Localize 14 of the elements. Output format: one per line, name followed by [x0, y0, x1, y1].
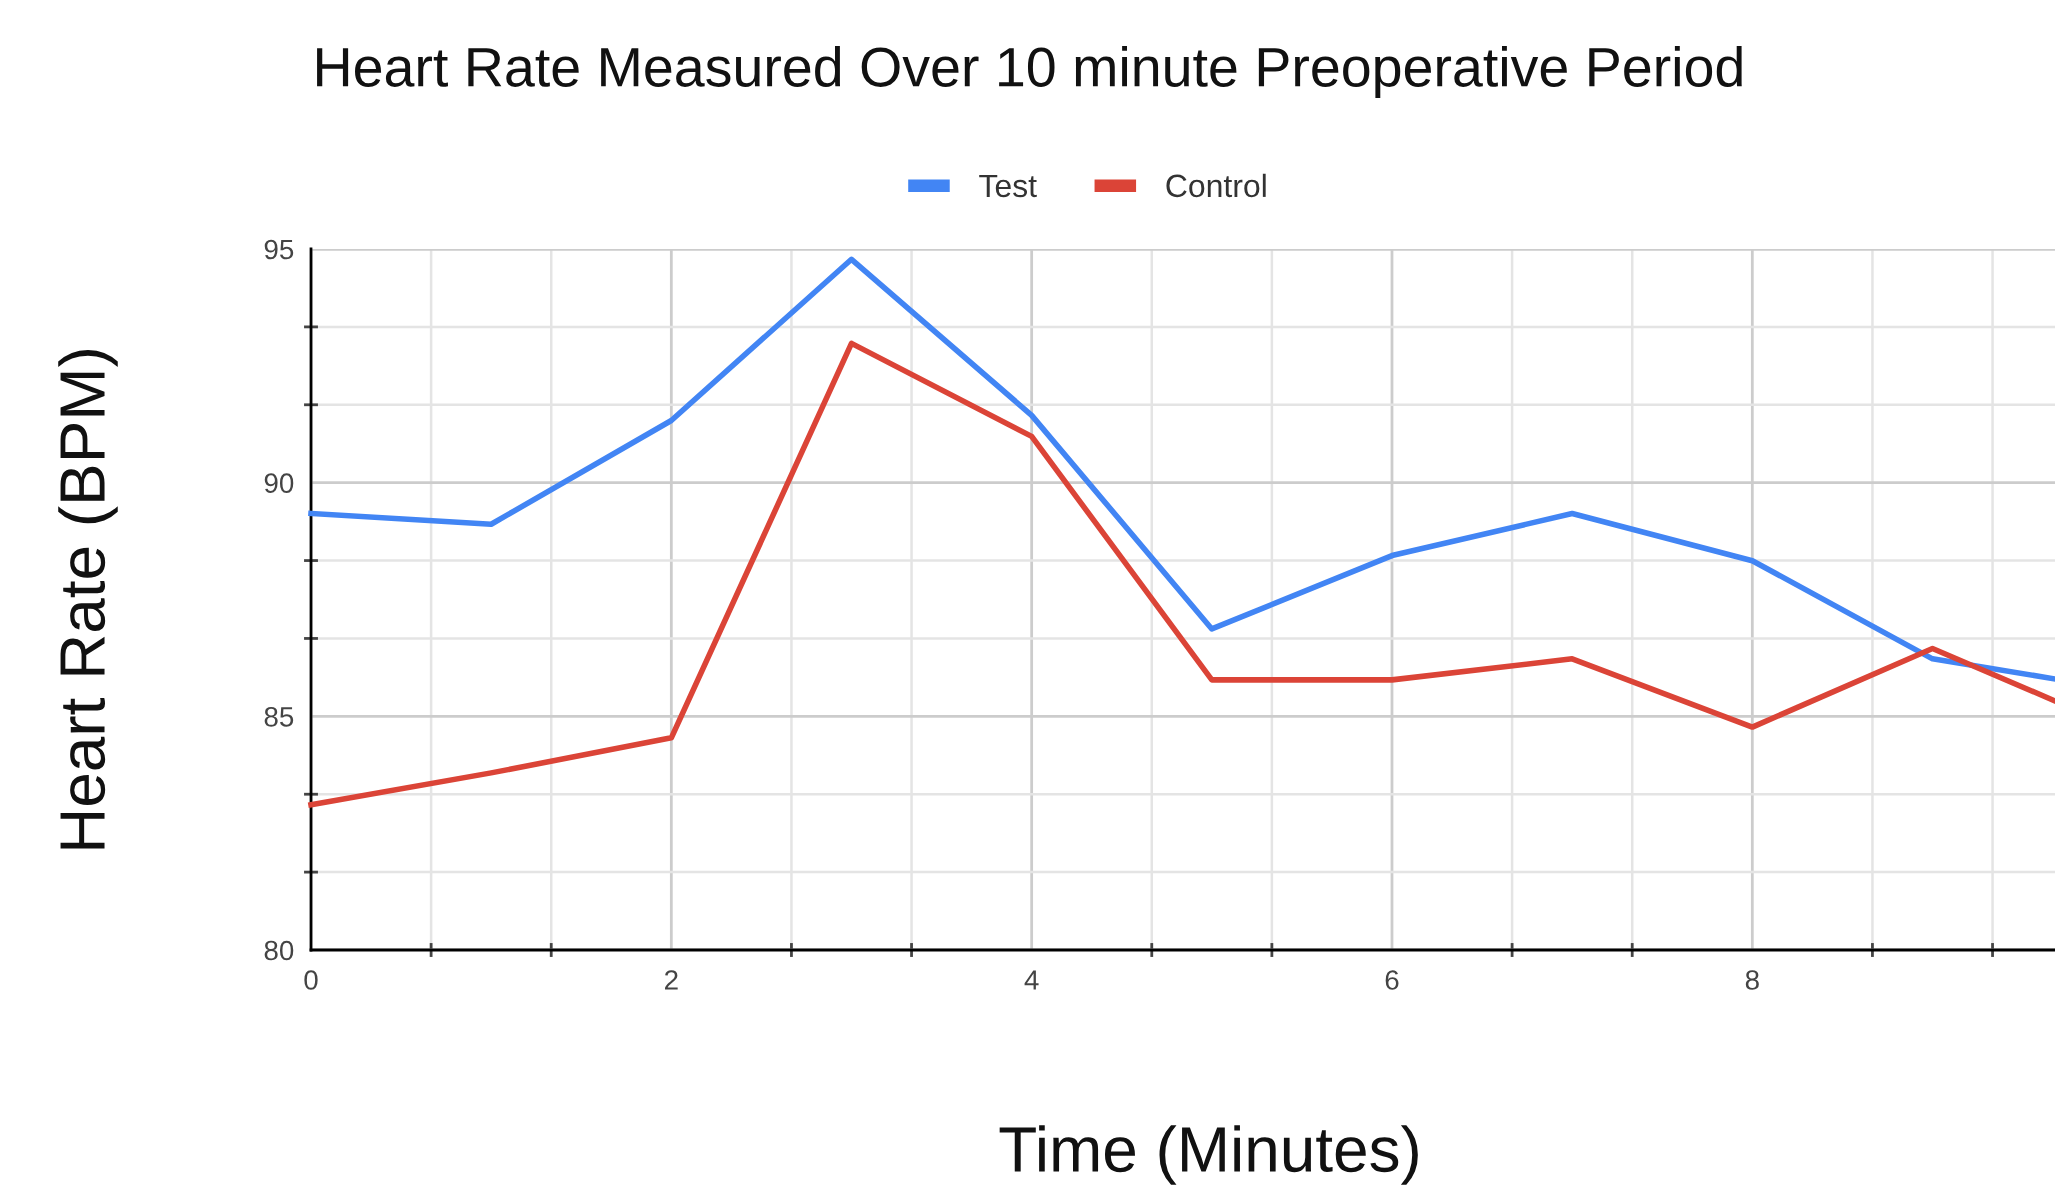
- x-tick-label: 4: [1024, 970, 1039, 990]
- y-tick-label: 80: [264, 940, 294, 961]
- x-tick-label: 0: [304, 970, 318, 990]
- legend-label: Test: [979, 174, 1037, 198]
- x-tick-label: 2: [665, 970, 678, 990]
- x-axis-title: Time (Minutes): [999, 1125, 1418, 1185]
- y-axis-title: Heart Rate (BPM): [58, 350, 118, 849]
- x-tick-label: 8: [1745, 970, 1759, 990]
- y-tick-label: 85: [264, 707, 294, 727]
- y-tick-label: 95: [264, 239, 294, 260]
- y-tick-label: 90: [264, 473, 294, 494]
- legend-label: Control: [1166, 173, 1266, 198]
- x-tick-label: 6: [1385, 970, 1399, 990]
- chart-title: Heart Rate Measured Over 10 minute Preoperative Period: [317, 46, 1742, 98]
